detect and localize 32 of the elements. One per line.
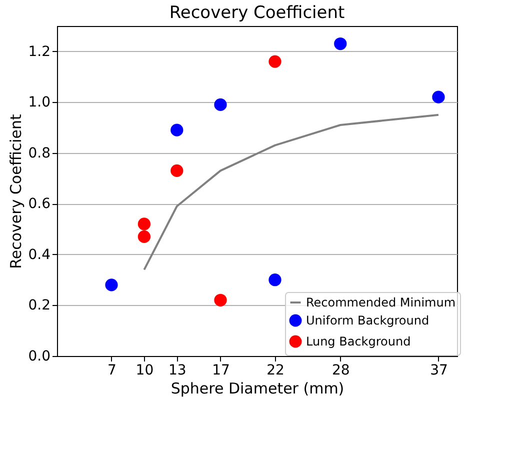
- y-tick-label: 0.4: [28, 246, 51, 263]
- y-axis-title: Recovery Coefficient: [7, 114, 26, 269]
- x-tick-label: 13: [168, 362, 186, 378]
- line-series: [143, 114, 440, 271]
- y-tick-label: 0.0: [28, 348, 50, 364]
- point: [105, 278, 118, 292]
- x-axis-title: Sphere Diameter (mm): [170, 380, 344, 398]
- y-tick-label: 0.6: [28, 196, 51, 212]
- point: [432, 90, 445, 104]
- y-tick-label: 1.2: [28, 44, 50, 60]
- y-tick-label: 0.2: [28, 298, 50, 314]
- chart-title: Recovery Coefficient: [169, 3, 346, 23]
- point: [214, 98, 227, 112]
- point: [170, 124, 184, 136]
- y-tick-label: 0.8: [28, 145, 50, 162]
- x-tick-label: 28: [332, 362, 350, 378]
- x-tick-label: 10: [136, 362, 154, 378]
- point: [138, 230, 151, 244]
- x-tick-label: 7: [108, 362, 116, 378]
- point: [268, 55, 282, 68]
- legend-label: Recommended Minimum: [306, 296, 456, 310]
- point: [268, 274, 282, 286]
- x-tick-label: 17: [212, 362, 230, 378]
- point: [334, 37, 347, 50]
- point: [170, 164, 184, 178]
- legend-label: Lung Background: [306, 334, 411, 348]
- x-tick-label: 22: [266, 362, 284, 378]
- point: [214, 294, 227, 306]
- x-tick-label: 37: [430, 362, 448, 378]
- y-tick-label: 1.0: [28, 94, 50, 111]
- point: [138, 218, 151, 230]
- legend-label: Uniform Background: [306, 314, 430, 328]
